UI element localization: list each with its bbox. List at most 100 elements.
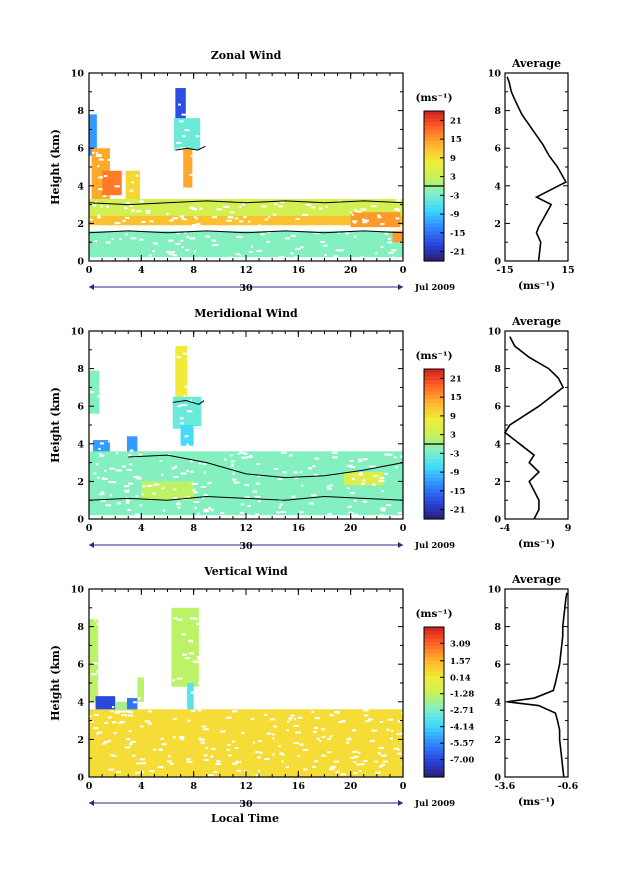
colorbar-swatch — [424, 634, 444, 639]
data-gap — [269, 718, 275, 721]
data-gap — [191, 224, 197, 227]
data-gap — [199, 207, 203, 210]
data-gap — [321, 728, 326, 731]
data-gap — [191, 208, 198, 211]
data-gap — [139, 725, 144, 728]
colorbar-swatch — [424, 253, 444, 258]
data-gap — [114, 185, 121, 188]
data-gap — [108, 480, 111, 483]
heat-region — [89, 215, 403, 226]
average-x-tick-label: -4 — [500, 523, 511, 534]
heat-region — [102, 170, 122, 196]
y-axis-label: Height (km) — [49, 387, 62, 463]
data-gap — [280, 451, 287, 454]
data-gap — [179, 215, 185, 218]
data-gap — [351, 729, 357, 732]
data-gap — [104, 721, 109, 724]
data-gap — [387, 718, 394, 721]
data-gap — [294, 476, 299, 479]
colorbar-swatch — [424, 709, 444, 714]
average-y-tick-label: 10 — [488, 327, 502, 338]
average-y-tick-label: 8 — [494, 622, 501, 633]
data-gap — [189, 206, 195, 209]
data-gap — [326, 487, 332, 490]
data-gap — [221, 730, 226, 733]
average-profile-line — [503, 336, 565, 520]
data-gap — [393, 747, 399, 750]
x-tick-label: 12 — [239, 781, 252, 792]
data-gap — [147, 722, 152, 725]
data-gap — [130, 740, 136, 743]
data-gap — [110, 754, 114, 757]
data-gap — [353, 755, 359, 758]
data-gap — [325, 205, 328, 208]
data-gap — [372, 483, 376, 486]
colorbar-swatch — [424, 219, 444, 225]
data-gap — [241, 203, 246, 206]
day-label: 30 — [239, 541, 253, 552]
colorbar-swatch — [424, 246, 444, 251]
colorbar-tick-label: -21 — [450, 248, 465, 258]
data-gap — [184, 218, 187, 221]
data-gap — [176, 232, 180, 235]
x-tick-label: 0 — [86, 523, 93, 534]
data-gap — [288, 717, 293, 720]
colorbar-swatch — [424, 171, 444, 176]
data-gap — [183, 394, 186, 397]
data-gap — [223, 458, 227, 461]
data-gap — [167, 755, 171, 758]
data-gap — [360, 208, 367, 211]
data-gap — [216, 760, 221, 763]
y-tick-label: 2 — [77, 219, 84, 230]
data-gap — [226, 743, 231, 746]
data-gap — [314, 457, 320, 460]
data-gap — [302, 214, 308, 217]
data-gap — [246, 455, 253, 458]
data-gap — [92, 151, 95, 154]
data-gap — [380, 721, 384, 724]
data-gap — [324, 254, 327, 257]
data-gap — [178, 120, 184, 123]
data-gap — [203, 728, 209, 731]
colorbar-swatch — [424, 713, 444, 718]
data-gap — [257, 770, 261, 773]
data-gap — [146, 484, 153, 487]
data-gap — [127, 711, 133, 714]
data-gap — [327, 751, 332, 754]
data-gap — [302, 768, 308, 771]
data-gap — [320, 240, 325, 243]
data-gap — [119, 238, 122, 241]
colorbar-swatch — [424, 496, 444, 501]
data-gap — [295, 218, 300, 221]
data-gap — [108, 768, 115, 771]
data-gap — [346, 464, 353, 467]
data-gap — [341, 720, 346, 723]
colorbar-swatch — [424, 197, 444, 202]
colorbar-swatch — [424, 758, 444, 763]
data-gap — [125, 501, 130, 504]
colorbar-swatch — [424, 201, 444, 206]
contour-line — [88, 230, 404, 234]
data-gap — [266, 776, 270, 779]
colorbar-swatch — [424, 630, 444, 636]
heat-region — [89, 709, 403, 777]
data-gap — [128, 743, 133, 746]
data-gap — [247, 505, 251, 508]
data-gap — [353, 235, 357, 238]
data-gap — [176, 141, 182, 144]
data-gap — [193, 491, 198, 494]
heat-region — [175, 88, 186, 139]
data-gap — [351, 478, 355, 481]
data-gap — [119, 721, 125, 724]
data-gap — [181, 246, 184, 249]
data-gap — [131, 209, 135, 212]
colorbar-swatch — [424, 376, 444, 381]
data-gap — [358, 473, 363, 476]
data-gap — [94, 240, 98, 243]
data-gap — [90, 391, 95, 394]
data-gap — [334, 711, 340, 714]
data-gap — [169, 762, 174, 765]
data-gap — [381, 509, 386, 512]
colorbar-swatch — [424, 500, 444, 505]
